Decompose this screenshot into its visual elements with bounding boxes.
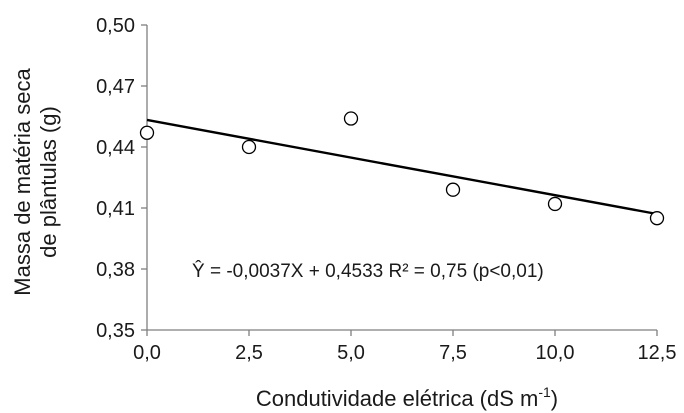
x-tick-label: 0,0 bbox=[133, 342, 161, 364]
y-tick-label: 0,41 bbox=[96, 198, 135, 220]
x-axis-title-superscript: -1 bbox=[538, 384, 551, 400]
trendline-group bbox=[146, 118, 658, 216]
trendline bbox=[146, 118, 658, 216]
data-point bbox=[649, 211, 665, 226]
y-tick-label: 0,47 bbox=[96, 76, 135, 98]
y-tick-label: 0,35 bbox=[96, 320, 135, 342]
data-points bbox=[139, 111, 665, 226]
y-axis-title-line2: de plântulas (g) bbox=[36, 106, 61, 258]
y-axis-title-line1: Massa de matéria seca bbox=[10, 68, 35, 296]
data-point bbox=[343, 111, 359, 126]
y-tick-label: 0,38 bbox=[96, 259, 135, 281]
data-point bbox=[241, 139, 257, 155]
x-tick-label: 7,5 bbox=[439, 342, 467, 364]
regression-equation: Ŷ = -0,0037X + 0,4533 R² = 0,75 (p<0,01) bbox=[192, 260, 544, 282]
x-axis-title-close: ) bbox=[551, 386, 558, 411]
data-point bbox=[139, 125, 155, 140]
x-tick-label: 12,5 bbox=[638, 342, 677, 364]
y-axis-title: Massa de matéria seca de plântulas (g) bbox=[10, 68, 61, 296]
x-axis-title-main: Condutividade elétrica (dS m bbox=[256, 386, 538, 411]
y-tick-label: 0,44 bbox=[96, 137, 135, 159]
data-point bbox=[445, 182, 461, 197]
x-tick-label: 2,5 bbox=[235, 342, 263, 364]
data-point bbox=[547, 196, 563, 212]
x-tick-label: 10,0 bbox=[536, 342, 575, 364]
x-ticks: 0,0 2,5 5,0 7,5 10,0 12,5 bbox=[133, 330, 676, 364]
x-tick-label: 5,0 bbox=[337, 342, 365, 364]
y-tick-label: 0,50 bbox=[96, 15, 135, 37]
x-axis-title: Condutividade elétrica (dS m-1) bbox=[256, 384, 558, 411]
y-ticks: 0,35 0,38 0,41 0,44 0,47 0,50 bbox=[96, 15, 147, 342]
